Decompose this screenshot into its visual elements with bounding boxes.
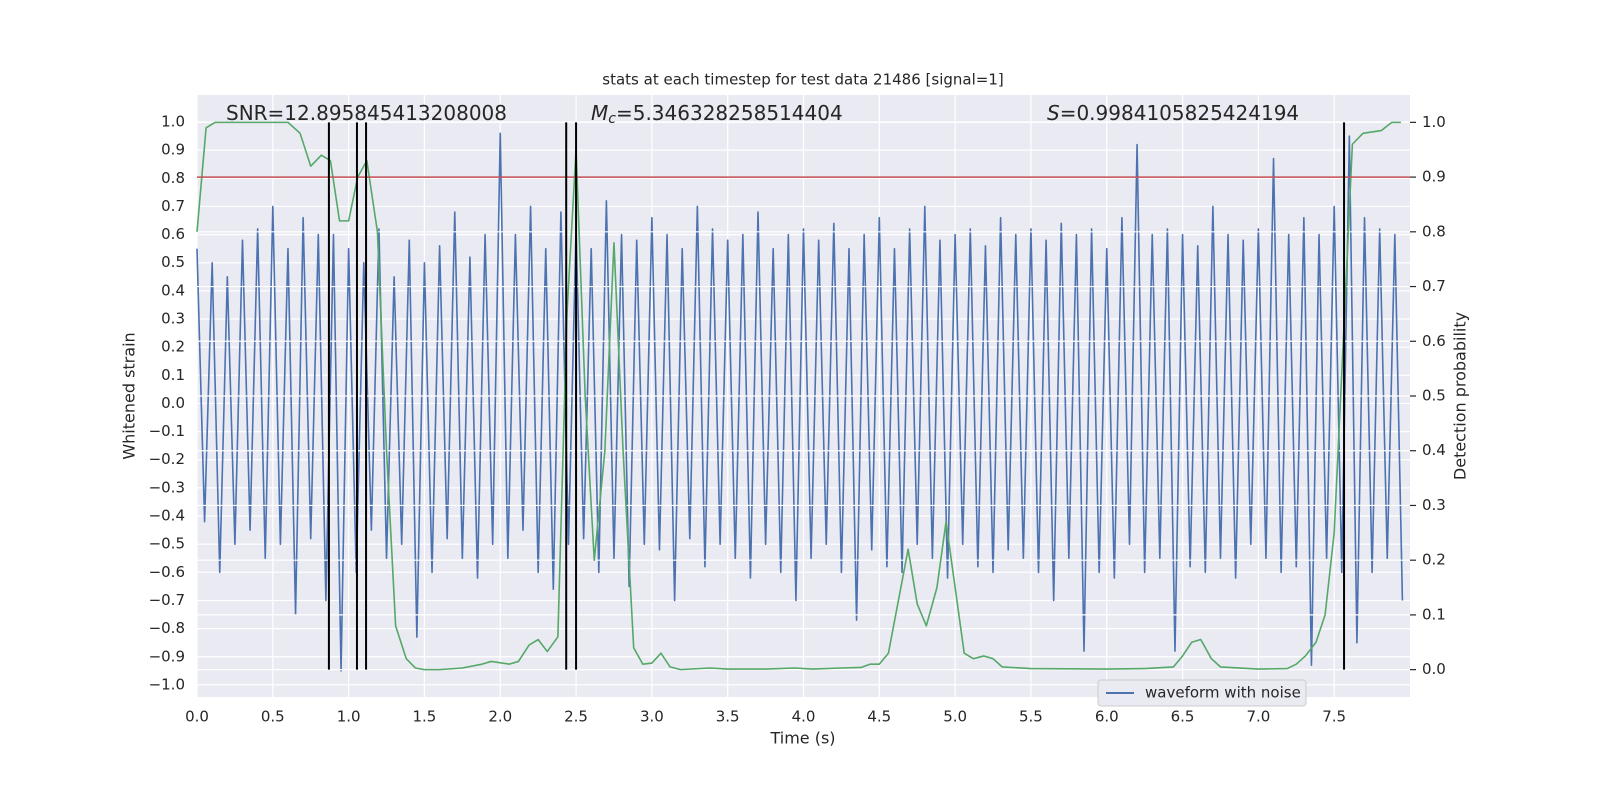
annotation-subscript: c: [608, 111, 616, 127]
y2-tick-label: 0.4: [1422, 441, 1446, 459]
y-tick-label: 0.0: [161, 394, 185, 412]
y-tick-label: −0.5: [149, 535, 185, 553]
x-tick-label: 7.5: [1322, 708, 1346, 726]
y2-tick-label: 0.1: [1422, 605, 1446, 623]
annotation-text: =5.346328258514404: [616, 101, 843, 125]
x-tick-label: 0.0: [185, 708, 209, 726]
x-tick-label: 0.5: [261, 708, 285, 726]
legend-label: waveform with noise: [1145, 684, 1301, 702]
x-tick-label: 6.0: [1095, 708, 1119, 726]
chart-title: stats at each timestep for test data 214…: [602, 71, 1003, 89]
annotation: Mc=5.346328258514404: [591, 101, 843, 128]
y-tick-label: 0.2: [161, 338, 185, 356]
annotation-text: SNR=12.895845413208008: [226, 101, 507, 125]
legend-box: [1097, 679, 1307, 707]
y-tick-label: 0.5: [161, 253, 185, 271]
annotation-symbol: M: [591, 101, 608, 125]
y2-tick-label: 0.0: [1422, 660, 1446, 678]
y-tick-label: −0.2: [149, 450, 185, 468]
y-tick-label: −0.1: [149, 422, 185, 440]
y2-tick-label: 0.9: [1422, 168, 1446, 186]
y-tick-label: 0.4: [161, 281, 185, 299]
x-tick-label: 4.5: [867, 708, 891, 726]
y-axis-label: Whitened strain: [120, 332, 139, 459]
y2-tick-label: 0.6: [1422, 332, 1446, 350]
annotation: SNR=12.895845413208008: [226, 101, 507, 125]
x-tick-label: 7.0: [1246, 708, 1270, 726]
y-tick-label: 0.7: [161, 197, 185, 215]
x-tick-label: 2.5: [564, 708, 588, 726]
y2-tick-label: 0.8: [1422, 222, 1446, 240]
y-tick-label: 1.0: [161, 113, 185, 131]
y2-axis-label: Detection probability: [1451, 312, 1470, 480]
x-tick-label: 2.0: [488, 708, 512, 726]
y-tick-label: −0.9: [149, 647, 185, 665]
y-tick-label: 0.3: [161, 310, 185, 328]
y-tick-label: −0.3: [149, 478, 185, 496]
y-tick-label: 0.8: [161, 169, 185, 187]
y-tick-label: −0.8: [149, 619, 185, 637]
series-line: [196, 121, 1401, 671]
x-tick-label: 5.5: [1019, 708, 1043, 726]
y2-tick-label: 1.0: [1422, 113, 1446, 131]
y2-tick-label: 0.7: [1422, 277, 1446, 295]
annotation: S=0.9984105825424194: [1047, 101, 1299, 125]
x-tick-label: 1.5: [413, 708, 437, 726]
y-tick-label: 0.6: [161, 225, 185, 243]
y-tick-label: 0.1: [161, 366, 185, 384]
annotation-symbol: S: [1047, 101, 1060, 125]
series-line: [196, 132, 1404, 672]
y-tick-label: −0.6: [149, 563, 185, 581]
x-tick-label: 6.5: [1171, 708, 1195, 726]
x-tick-label: 4.0: [792, 708, 816, 726]
x-tick-label: 3.5: [716, 708, 740, 726]
y-tick-label: 0.9: [161, 141, 185, 159]
y-tick-label: −1.0: [149, 675, 185, 693]
annotation-text: =0.9984105825424194: [1060, 101, 1299, 125]
x-tick-label: 1.0: [337, 708, 361, 726]
x-axis-label: Time (s): [769, 729, 835, 748]
y2-tick-label: 0.5: [1422, 387, 1446, 405]
x-tick-label: 3.0: [640, 708, 664, 726]
x-tick-label: 5.0: [943, 708, 967, 726]
y-tick-label: −0.4: [149, 507, 185, 525]
y2-tick-label: 0.3: [1422, 496, 1446, 514]
y-tick-label: −0.7: [149, 591, 185, 609]
y2-tick-label: 0.2: [1422, 551, 1446, 569]
